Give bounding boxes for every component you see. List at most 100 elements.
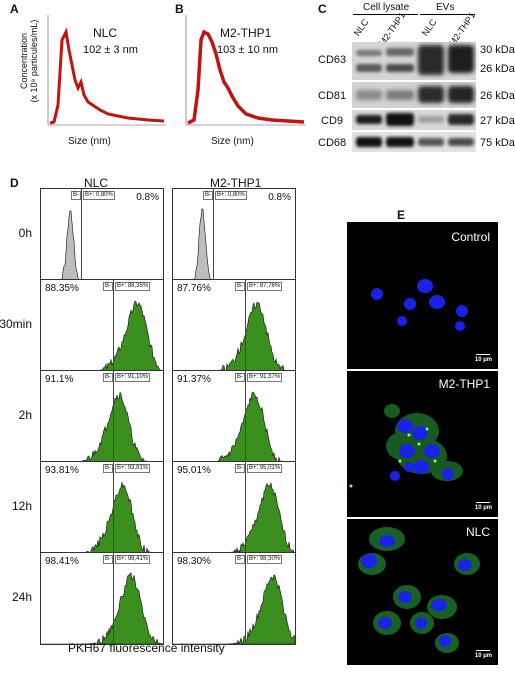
gate-plus-label: B+: 95,01% <box>247 464 283 473</box>
panel-c-group-cell-line <box>353 14 418 15</box>
flow-percentage: 0.8% <box>268 192 291 203</box>
flow-histogram-nlc-30min: B- B+: 88,35% 88.35% <box>40 279 164 372</box>
panel-e-letter: E <box>397 208 406 222</box>
histogram-area <box>173 391 295 462</box>
band <box>448 86 474 103</box>
flow-percentage: 88.35% <box>45 283 79 294</box>
blot-cd9 <box>352 110 476 130</box>
flow-histogram-m2-24h: B- B+: 98,30% 98.30% <box>172 552 296 645</box>
gate-line <box>113 462 114 553</box>
flow-histogram-m2-30min: B- B+: 87,76% 87.76% <box>172 279 296 372</box>
histogram-area <box>41 391 163 462</box>
flow-histogram-curve <box>173 391 295 462</box>
gate-minus-label: B- <box>203 191 213 200</box>
flow-percentage: 95.01% <box>177 465 211 476</box>
gate-minus-label: B- <box>103 373 113 382</box>
gate-plus-label: B+: 98,30% <box>247 555 283 564</box>
micrograph-nlc-cells <box>358 527 480 653</box>
flow-row-time-label: 24h <box>11 589 32 604</box>
flow-percentage: 0.8% <box>136 192 159 203</box>
flow-histogram-m2-2h: B- B+: 91,37% 91.37% <box>172 370 296 463</box>
blot-kda-cd68: 75 kDa <box>480 137 515 149</box>
gate-line <box>245 553 246 644</box>
micrograph-m2thp1-label: M2-THP1 <box>438 377 490 391</box>
scale-bar <box>476 502 490 503</box>
blot-cd63 <box>352 42 476 80</box>
band <box>386 90 414 100</box>
panel-d-xlabel: PKH67 fluorescence intensity <box>68 641 225 655</box>
flow-histogram-nlc-24h: B- B+: 98,41% 98.41% <box>40 552 164 645</box>
micrograph-nlc-scale: 10 µm <box>474 653 492 659</box>
panel-a-letter: A <box>10 2 19 16</box>
gate-plus-label: B+: 0,80% <box>83 191 115 200</box>
panel-c-group-cell: Cell lysate <box>363 2 410 13</box>
gate-plus-label: B+: 0,80% <box>215 191 247 200</box>
flow-histogram-nlc-2h: B- B+: 91,10% 91.1% <box>40 370 164 463</box>
flow-percentage: 91.37% <box>177 374 211 385</box>
blot-cd81 <box>352 82 476 108</box>
panel-a-nta-plot <box>47 15 166 126</box>
scale-bar <box>476 650 490 651</box>
panel-a-curve <box>49 27 165 125</box>
band <box>356 137 382 147</box>
flow-percentage: 98.30% <box>177 556 211 567</box>
panel-c-group-ev-line <box>420 14 475 15</box>
band <box>386 113 414 126</box>
gate-line <box>213 189 214 280</box>
gate-line <box>245 280 246 371</box>
band <box>418 45 444 75</box>
flow-histogram-nlc-0h: B- B+: 0,80% 0.8% <box>40 188 164 281</box>
flow-histogram-curve <box>41 300 163 371</box>
flow-row-time-label: 2h <box>18 407 32 422</box>
flow-row-time-label: 30min <box>0 316 32 331</box>
panel-b-nta-plot <box>185 15 306 126</box>
panel-b-curve <box>187 29 305 125</box>
gate-line <box>81 189 82 280</box>
histogram-area <box>173 208 295 280</box>
band <box>418 86 444 103</box>
panel-c-letter: C <box>318 2 327 16</box>
flow-histogram-nlc-12h: B- B+: 93,81% 93.81% <box>40 461 164 554</box>
flow-histogram-curve <box>173 482 295 553</box>
panel-b-xlabel: Size (nm) <box>211 136 254 147</box>
micrograph-control-scale: 10 µm <box>474 357 492 363</box>
gate-line <box>113 371 114 462</box>
gate-minus-label: B- <box>235 373 245 382</box>
panel-a-sample: NLC <box>93 26 118 40</box>
flow-percentage: 98.41% <box>45 556 79 567</box>
blot-cd68 <box>352 132 476 152</box>
flow-histogram-curve <box>41 391 163 462</box>
blot-label-cd9: CD9 <box>321 115 344 127</box>
micrograph-nlc: NLC 10 µm <box>347 519 498 665</box>
band <box>356 115 382 124</box>
scale-bar <box>476 354 490 355</box>
micrograph-m2thp1: M2-THP1 10 µm <box>347 371 498 517</box>
histogram-area <box>173 301 295 371</box>
flow-percentage: 91.1% <box>45 374 74 385</box>
flow-percentage: 87.76% <box>177 283 211 294</box>
micrograph-nlc-label: NLC <box>465 525 490 539</box>
micrograph-control-cells <box>371 279 468 331</box>
blot-kda-cd63-1: 30 kDa <box>480 44 515 56</box>
gate-plus-label: B+: 93,81% <box>115 464 151 473</box>
gate-minus-label: B- <box>235 555 245 564</box>
gate-minus-label: B- <box>103 282 113 291</box>
gate-minus-label: B- <box>235 464 245 473</box>
band <box>356 50 382 56</box>
band <box>356 64 382 72</box>
band <box>418 138 444 146</box>
flow-row-time-label: 12h <box>11 498 32 513</box>
micrograph-m2thp1-cells <box>349 404 463 488</box>
gate-plus-label: B+: 98,41% <box>115 555 151 564</box>
band <box>386 137 414 147</box>
band <box>418 116 444 123</box>
band <box>356 90 382 100</box>
flow-histogram-curve <box>41 481 163 553</box>
gate-line <box>113 553 114 644</box>
histogram-area <box>41 300 163 371</box>
histogram-area <box>41 481 163 553</box>
panel-b-size: 103 ± 10 nm <box>217 44 279 56</box>
flow-histogram-m2-12h: B- B+: 95,01% 95.01% <box>172 461 296 554</box>
panel-c-lane-3: NLC <box>420 17 439 38</box>
flow-histogram-curve <box>41 572 163 644</box>
